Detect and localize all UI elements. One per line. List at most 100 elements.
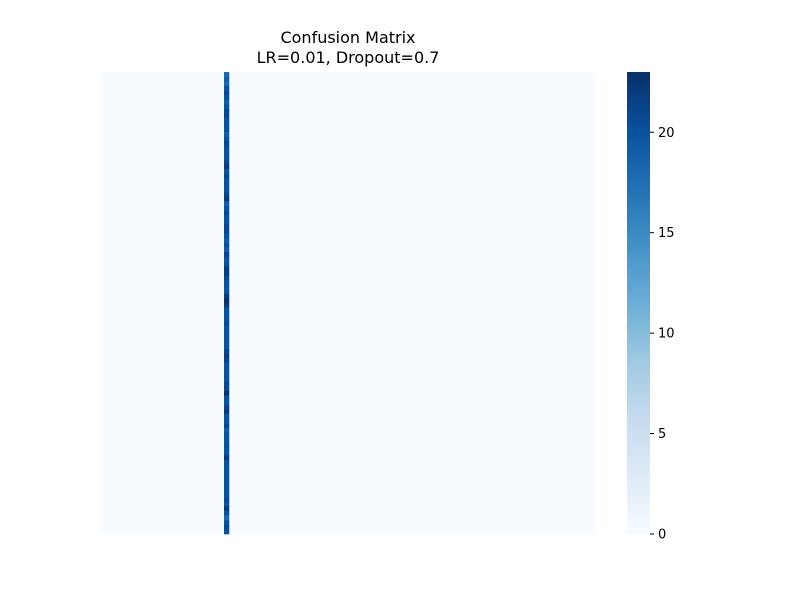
heatmap-cell: [224, 275, 230, 281]
heatmap-cell: [224, 316, 230, 322]
heatmap-cell: [224, 215, 230, 221]
heatmap-cell: [224, 219, 230, 225]
heatmap-cell: [224, 132, 230, 137]
heatmap-cell: [224, 307, 230, 313]
heatmap-cell: [224, 261, 230, 267]
heatmap-cell: [224, 418, 230, 424]
heatmap-cell: [224, 501, 230, 507]
heatmap-cell: [224, 76, 230, 82]
colorbar-tick-label: 20: [658, 126, 675, 141]
heatmap-cell: [224, 427, 230, 433]
heatmap-cell: [224, 460, 230, 465]
heatmap-cell: [224, 446, 230, 452]
heatmap-cell: [224, 118, 230, 124]
heatmap-cell: [224, 441, 230, 447]
heatmap-cell: [224, 187, 230, 193]
heatmap-cell: [224, 450, 230, 456]
colorbar-tick-label: 10: [658, 327, 675, 342]
heatmap-cell: [224, 72, 230, 77]
heatmap-cell: [224, 409, 230, 415]
heatmap-cell: [224, 464, 230, 470]
heatmap-cell: [224, 150, 230, 156]
chart-title-line: Confusion Matrix: [280, 28, 416, 47]
heatmap-cell: [224, 173, 230, 179]
heatmap-cell: [224, 201, 230, 207]
heatmap-cell: [224, 182, 230, 188]
heatmap-cell: [224, 395, 230, 401]
heatmap-cell: [224, 85, 230, 91]
heatmap-cell: [224, 113, 230, 119]
heatmap-cell: [224, 376, 230, 382]
heatmap-cell: [224, 469, 230, 475]
heatmap-cell: [224, 136, 230, 142]
heatmap-cell: [224, 141, 230, 147]
colorbar-tick-label: 0: [658, 528, 666, 543]
heatmap-cell: [224, 196, 230, 202]
heatmap-cell: [224, 266, 230, 271]
heatmap-cell: [224, 99, 230, 105]
heatmap-cell: [224, 233, 230, 239]
heatmap-cell: [224, 455, 230, 461]
heatmap-cell: [224, 104, 230, 110]
heatmap-cell: [224, 155, 230, 161]
heatmap-cell: [224, 372, 230, 378]
heatmap-cell: [224, 404, 230, 410]
chart-subtitle-line: LR=0.01, Dropout=0.7: [256, 48, 440, 67]
heatmap-cell: [224, 303, 230, 308]
heatmap-plot-area: [100, 72, 596, 535]
heatmap-cell: [224, 205, 230, 211]
heatmap-cell: [224, 529, 230, 535]
heatmap-cell: [224, 270, 230, 276]
heatmap-cell: [224, 483, 230, 489]
heatmap-cell: [224, 242, 230, 248]
heatmap-cell: [224, 229, 230, 234]
heatmap-cell: [224, 413, 230, 419]
heatmap-cell: [224, 487, 230, 493]
heatmap-cell: [224, 353, 230, 359]
heatmap-cell: [224, 492, 230, 498]
heatmap-cell: [224, 108, 230, 114]
heatmap-cell: [224, 400, 230, 405]
heatmap-cell: [224, 159, 230, 165]
heatmap-zero-cells: [100, 72, 596, 534]
heatmap-cell: [224, 90, 230, 96]
heatmap-cell: [224, 164, 230, 170]
heatmap-cell: [224, 81, 230, 87]
heatmap-cell: [224, 252, 230, 258]
heatmap-cell: [224, 178, 230, 184]
heatmap-cell: [224, 127, 230, 133]
heatmap-cell: [224, 289, 230, 295]
colorbar-gradient: [627, 72, 650, 534]
heatmap-cell: [224, 363, 230, 368]
heatmap-cell: [224, 520, 230, 526]
heatmap-cell: [224, 349, 230, 355]
heatmap-cell: [224, 293, 230, 299]
heatmap-cell: [224, 326, 230, 332]
colorbar: 0 5 10 15 20: [627, 72, 675, 543]
heatmap-cell: [224, 279, 230, 285]
heatmap-cell: [224, 506, 230, 512]
heatmap-cell: [224, 344, 230, 350]
heatmap-cell: [224, 381, 230, 387]
colorbar-tick-label: 15: [658, 226, 675, 241]
heatmap-cell: [224, 224, 230, 230]
heatmap-cell: [224, 210, 230, 216]
heatmap-cell: [224, 436, 230, 442]
heatmap-cell: [224, 497, 230, 502]
chart-title: Confusion Matrix LR=0.01, Dropout=0.7: [98, 28, 598, 68]
heatmap-cell: [224, 390, 230, 396]
heatmap-cell: [224, 339, 230, 345]
heatmap-cell: [224, 515, 230, 521]
heatmap-cell: [224, 247, 230, 253]
heatmap-cell: [224, 386, 230, 392]
heatmap-cell: [224, 145, 230, 151]
heatmap-cell: [224, 358, 230, 364]
heatmap-cell: [224, 423, 230, 429]
heatmap-cell: [224, 284, 230, 290]
heatmap-cell: [224, 330, 230, 336]
heatmap-cell: [224, 510, 230, 516]
heatmap-cell: [224, 335, 230, 341]
heatmap-cell: [224, 432, 230, 438]
